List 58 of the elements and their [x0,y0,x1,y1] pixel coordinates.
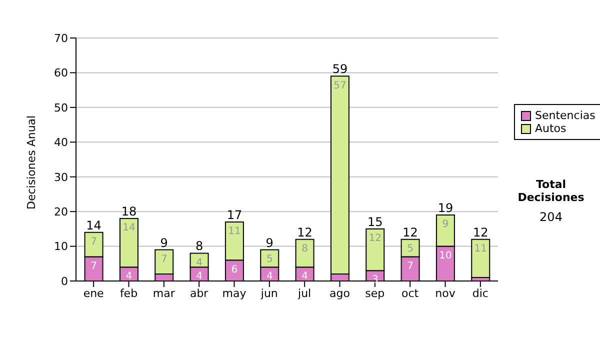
data-label: 4 [266,271,273,282]
y-tick-label: 0 [61,274,68,288]
data-label: 7 [160,254,168,265]
data-label: 12 [368,233,382,244]
total-label: 8 [195,239,204,254]
total-label: 59 [332,62,348,76]
x-tick-label: feb [120,286,138,300]
x-tick-label: ago [330,286,350,300]
x-tick-label: mar [152,286,176,300]
data-label: 4 [196,271,202,282]
total-label: 12 [297,225,312,240]
total-label: 14 [86,218,102,232]
bar [471,238,490,278]
legend-label: Autos [535,122,566,135]
legend-label: Sentencias [535,109,596,122]
text: 204 [538,210,564,224]
x-tick-label: oct [402,286,420,300]
data-label: 6 [231,264,238,276]
data-label: 7 [407,260,414,272]
data-label: 4 [126,271,132,282]
total-label: 9 [160,236,168,250]
y-tick-label: 50 [54,101,68,114]
x-tick-label: jun [260,286,278,300]
data-label: 5 [266,254,273,265]
data-label: 8 [302,243,308,254]
data-label: 14 [122,222,136,234]
total-label: 9 [266,236,274,250]
x-tick-label: ene [83,286,104,300]
text: Total Decisiones [516,178,586,204]
data-label: 10 [439,250,452,262]
y-axis-title: Decisiones Anual [24,115,38,210]
y-tick-label: 70 [54,32,68,45]
total-label: 19 [438,201,454,216]
x-tick-label: dic [472,286,488,300]
data-label: 11 [474,243,487,254]
data-label: 11 [228,226,241,238]
x-tick-label: sep [365,286,385,300]
data-label: 7 [90,260,97,272]
x-tick-label: may [222,286,247,300]
y-tick-label: 10 [54,240,68,254]
data-label: 57 [334,80,346,92]
data-label: 4 [302,271,308,282]
y-tick-label: 30 [54,170,68,184]
data-label: 4 [196,257,202,268]
total-label: 18 [121,204,137,219]
y-tick-label: 60 [54,66,68,80]
x-tick-label: jul [297,286,312,300]
total-label: 15 [367,214,383,229]
total-label: 12 [402,225,418,240]
y-tick-label: 20 [54,205,68,218]
total-label: 12 [472,225,488,240]
data-label: 7 [90,236,97,248]
x-tick-label: abr [190,286,209,300]
data-label: 9 [442,219,449,230]
y-tick-label: 40 [54,136,68,150]
x-tick-label: nov [435,286,456,300]
data-label: 5 [407,243,414,254]
total-label: 17 [226,208,242,222]
